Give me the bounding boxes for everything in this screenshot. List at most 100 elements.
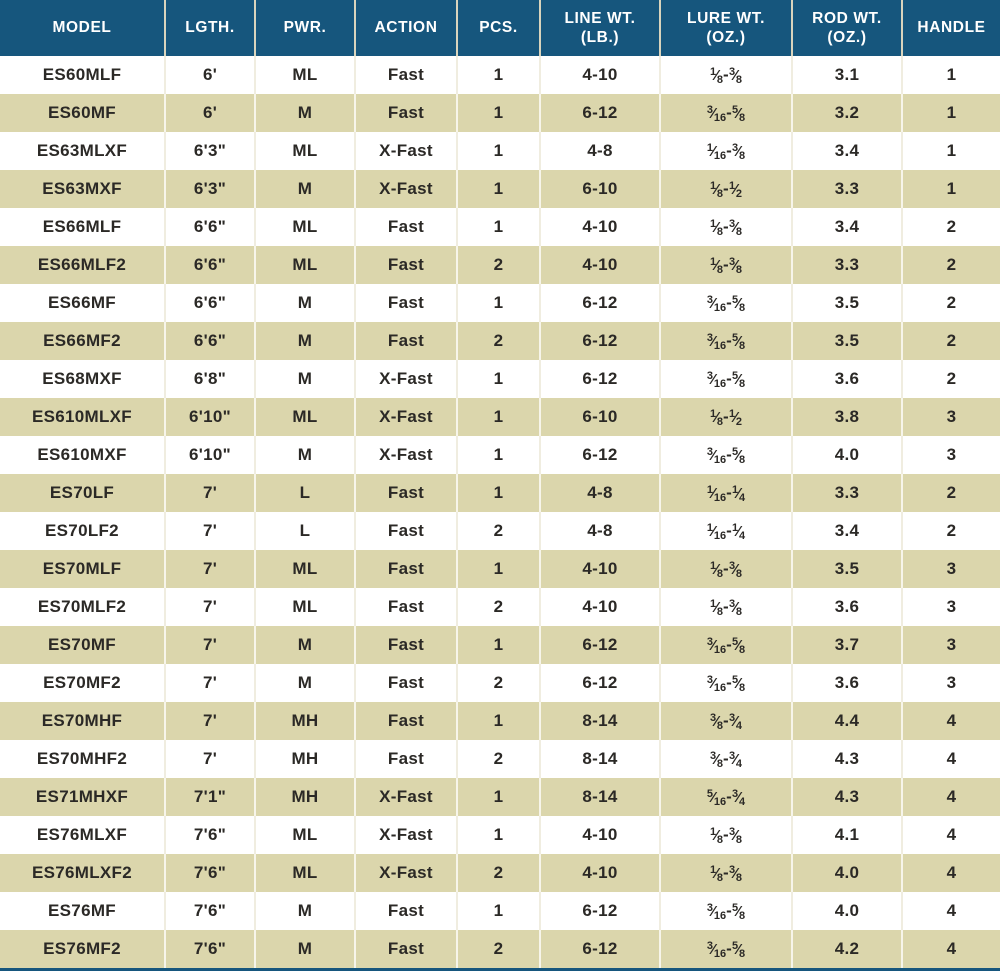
- table-cell: 4-10: [540, 854, 661, 892]
- table-row: ES63MLXF 6'3" ML X-Fast 1 4-8 1⁄16-3⁄8 3.4 1: [0, 132, 1000, 170]
- table-cell: 7'6": [165, 930, 256, 968]
- table-cell: ES76MLXF2: [0, 854, 166, 892]
- table-cell: MH: [255, 702, 356, 740]
- table-row: ES610MXF 6'10" M X-Fast 1 6-12 3⁄16-5⁄8 4.0 3: [0, 436, 1000, 474]
- table-cell: 6'6": [165, 284, 256, 322]
- table-cell: Fast: [355, 702, 458, 740]
- table-cell: 3.3: [792, 474, 903, 512]
- table-cell: 6'3": [165, 170, 256, 208]
- table-cell: 4.4: [792, 702, 903, 740]
- table-cell: 1: [902, 56, 1000, 94]
- table-cell: 1⁄8-3⁄8: [660, 550, 793, 588]
- table-row: ES76MLXF2 7'6" ML X-Fast 2 4-10 1⁄8-3⁄8 4.0 4: [0, 854, 1000, 892]
- table-cell: 2: [457, 588, 541, 626]
- table-cell: 6-12: [540, 664, 661, 702]
- table-cell: 1: [457, 284, 541, 322]
- table-cell: 6-12: [540, 360, 661, 398]
- table-cell: 3.8: [792, 398, 903, 436]
- table-row: ES76MLXF 7'6" ML X-Fast 1 4-10 1⁄8-3⁄8 4.1 4: [0, 816, 1000, 854]
- table-cell: 6'6": [165, 246, 256, 284]
- table-cell: 8-14: [540, 702, 661, 740]
- table-cell: M: [255, 360, 356, 398]
- table-cell: ES71MHXF: [0, 778, 166, 816]
- table-cell: M: [255, 170, 356, 208]
- table-cell: 3.5: [792, 284, 903, 322]
- table-cell: X-Fast: [355, 854, 458, 892]
- table-header-row: MODEL LGTH. PWR. ACTION PCS. LINE WT. (LB.) LUR…: [0, 0, 1000, 56]
- table-cell: 6': [165, 94, 256, 132]
- table-cell: 6-12: [540, 284, 661, 322]
- table-cell: ES68MXF: [0, 360, 166, 398]
- table-row: ES70LF 7' L Fast 1 4-8 1⁄16-1⁄4 3.3 2: [0, 474, 1000, 512]
- table-cell: 4: [902, 892, 1000, 930]
- table-cell: ML: [255, 208, 356, 246]
- table-cell: 6': [165, 56, 256, 94]
- table-row: ES70MLF 7' ML Fast 1 4-10 1⁄8-3⁄8 3.5 3: [0, 550, 1000, 588]
- table-cell: 1⁄16-3⁄8: [660, 132, 793, 170]
- table-cell: 6-12: [540, 892, 661, 930]
- table-cell: 1: [457, 170, 541, 208]
- table-cell: ES70MLF2: [0, 588, 166, 626]
- table-cell: 4: [902, 778, 1000, 816]
- table-cell: 1: [457, 816, 541, 854]
- table-cell: 4-10: [540, 588, 661, 626]
- table-cell: 2: [902, 512, 1000, 550]
- table-cell: 4-10: [540, 246, 661, 284]
- table-row: ES70MF 7' M Fast 1 6-12 3⁄16-5⁄8 3.7 3: [0, 626, 1000, 664]
- column-header-line-wt: LINE WT. (LB.): [540, 0, 661, 56]
- table-cell: X-Fast: [355, 170, 458, 208]
- bottom-accent-bar: [0, 968, 1000, 971]
- table-cell: 2: [902, 246, 1000, 284]
- table-cell: Fast: [355, 56, 458, 94]
- table-cell: 1: [457, 436, 541, 474]
- table-cell: 3.4: [792, 512, 903, 550]
- table-cell: 2: [457, 740, 541, 778]
- table-cell: X-Fast: [355, 436, 458, 474]
- table-cell: X-Fast: [355, 816, 458, 854]
- table-cell: X-Fast: [355, 398, 458, 436]
- table-cell: 3.6: [792, 360, 903, 398]
- table-cell: 3: [902, 664, 1000, 702]
- table-cell: 3.6: [792, 588, 903, 626]
- table-cell: 1: [457, 626, 541, 664]
- table-cell: ES70MHF2: [0, 740, 166, 778]
- column-header-action: ACTION: [355, 0, 458, 56]
- table-cell: 4-10: [540, 56, 661, 94]
- table-cell: 1: [457, 702, 541, 740]
- table-cell: 1: [457, 778, 541, 816]
- table-row: ES70MHF 7' MH Fast 1 8-14 3⁄8-3⁄4 4.4 4: [0, 702, 1000, 740]
- table-row: ES63MXF 6'3" M X-Fast 1 6-10 1⁄8-1⁄2 3.3 1: [0, 170, 1000, 208]
- table-cell: MH: [255, 740, 356, 778]
- table-cell: 2: [902, 322, 1000, 360]
- column-header-lure-wt: LURE WT. (OZ.): [660, 0, 793, 56]
- table-cell: M: [255, 94, 356, 132]
- table-cell: 1⁄8-3⁄8: [660, 208, 793, 246]
- table-row: ES66MLF 6'6" ML Fast 1 4-10 1⁄8-3⁄8 3.4 2: [0, 208, 1000, 246]
- table-row: ES66MF 6'6" M Fast 1 6-12 3⁄16-5⁄8 3.5 2: [0, 284, 1000, 322]
- table-cell: 4: [902, 740, 1000, 778]
- table-cell: 7'1": [165, 778, 256, 816]
- table-cell: 3.5: [792, 550, 903, 588]
- table-cell: Fast: [355, 246, 458, 284]
- table-cell: Fast: [355, 892, 458, 930]
- table-cell: Fast: [355, 626, 458, 664]
- table-cell: ML: [255, 56, 356, 94]
- table-cell: 6'8": [165, 360, 256, 398]
- table-cell: ML: [255, 398, 356, 436]
- table-cell: 1: [457, 550, 541, 588]
- table-cell: 7': [165, 626, 256, 664]
- table-cell: 1: [902, 94, 1000, 132]
- table-cell: 1⁄8-3⁄8: [660, 246, 793, 284]
- table-cell: ES70LF: [0, 474, 166, 512]
- table-row: ES70MLF2 7' ML Fast 2 4-10 1⁄8-3⁄8 3.6 3: [0, 588, 1000, 626]
- table-cell: 1: [457, 474, 541, 512]
- table-cell: ES76MF: [0, 892, 166, 930]
- table-cell: M: [255, 930, 356, 968]
- table-cell: ES63MLXF: [0, 132, 166, 170]
- table-cell: 7': [165, 740, 256, 778]
- table-row: ES610MLXF 6'10" ML X-Fast 1 6-10 1⁄8-1⁄2 3.8 3: [0, 398, 1000, 436]
- table-cell: 2: [457, 854, 541, 892]
- table-cell: 7': [165, 474, 256, 512]
- table-cell: 1⁄8-3⁄8: [660, 588, 793, 626]
